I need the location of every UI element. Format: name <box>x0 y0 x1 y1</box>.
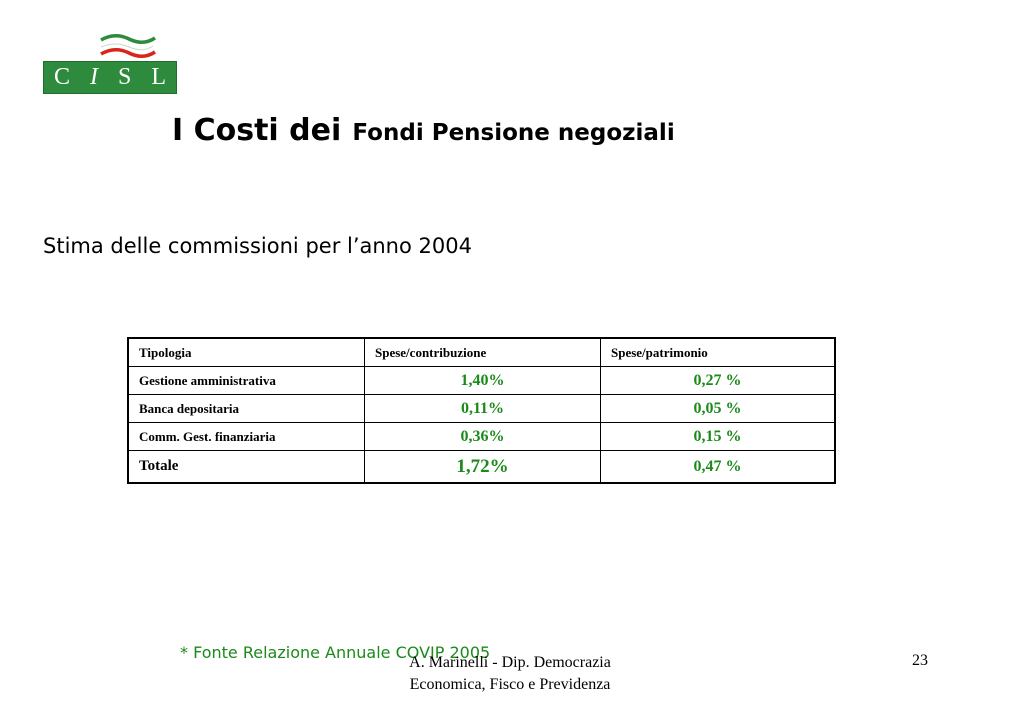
logo-letter: L <box>151 64 166 90</box>
footer-line: A. Marinelli - Dip. Democrazia <box>409 654 611 671</box>
assets-value: 0,05 % <box>600 394 836 423</box>
slide-title: I Costi dei Fondi Pensione negoziali <box>172 110 675 148</box>
title-part-2: Fondi Pensione negoziali <box>352 120 675 146</box>
table-header-row: Tipologia Spese/contribuzione Spese/patr… <box>127 337 836 367</box>
cisl-logo: C I S L <box>43 30 177 94</box>
contribution-value: 0,36% <box>364 422 601 451</box>
total-contribution-value: 1,72% <box>364 450 601 484</box>
logo-lettering: C I S L <box>43 61 177 94</box>
contribution-value: 0,11% <box>364 394 601 423</box>
title-part-1: I Costi dei <box>172 113 342 148</box>
source-note: * Fonte Relazione Annuale COVIP 2005 <box>180 643 491 662</box>
cost-table: Tipologia Spese/contribuzione Spese/patr… <box>127 337 836 484</box>
assets-value: 0,27 % <box>600 366 836 395</box>
page-number: 23 <box>912 652 928 669</box>
table-row: Comm. Gest. finanziaria 0,36% 0,15 % <box>127 422 836 451</box>
logo-letter: C <box>53 64 70 90</box>
header-cell: Spese/contribuzione <box>364 337 601 367</box>
row-label: Gestione amministrativa <box>127 366 365 395</box>
row-label: Comm. Gest. finanziaria <box>127 422 365 451</box>
table-total-row: Totale 1,72% 0,47 % <box>127 450 836 484</box>
footer-author: A. Marinelli - Dip. Democrazia Economica… <box>380 652 640 696</box>
assets-value: 0,15 % <box>600 422 836 451</box>
header-cell: Tipologia <box>127 337 365 367</box>
contribution-value: 1,40% <box>364 366 601 395</box>
flag-waves-icon <box>98 34 157 58</box>
total-label: Totale <box>127 450 365 484</box>
footer-line: Economica, Fisco e Previdenza <box>409 676 611 693</box>
total-assets-value: 0,47 % <box>600 450 836 484</box>
logo-letter: I <box>89 64 98 90</box>
row-label: Banca depositaria <box>127 394 365 423</box>
table-row: Gestione amministrativa 1,40% 0,27 % <box>127 366 836 395</box>
table-row: Banca depositaria 0,11% 0,05 % <box>127 394 836 423</box>
slide-subtitle: Stima delle commissioni per l’anno 2004 <box>43 234 472 258</box>
logo-letter: S <box>117 64 132 90</box>
header-cell: Spese/patrimonio <box>600 337 836 367</box>
